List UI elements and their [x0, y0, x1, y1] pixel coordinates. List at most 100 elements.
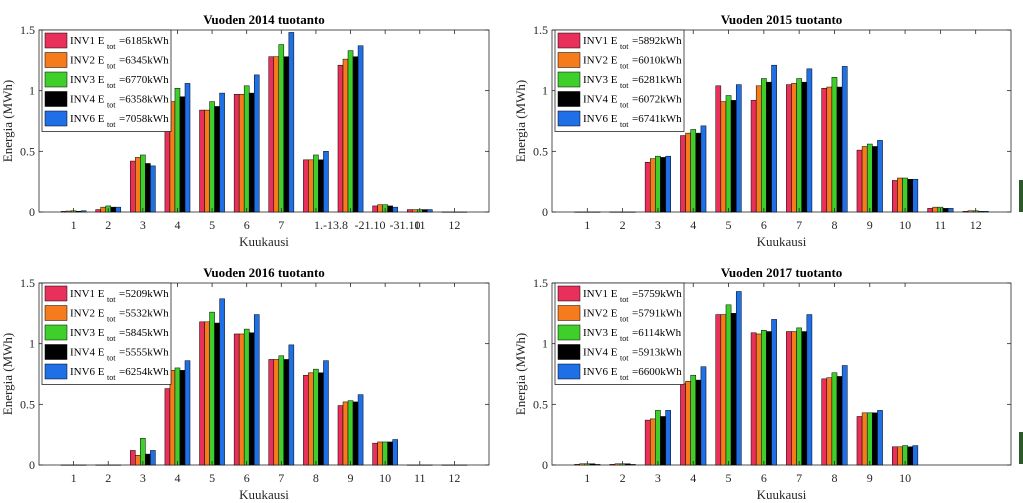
bar-inv4: [145, 453, 151, 466]
bar-inv6: [288, 32, 295, 213]
y-axis-label: Energia (MWh): [0, 80, 15, 162]
bar-inv6: [253, 314, 260, 466]
bar-inv1: [268, 56, 275, 213]
bar-inv2: [932, 206, 939, 213]
legend-subscript: tot: [620, 42, 629, 51]
legend-swatch-inv2: [557, 52, 581, 68]
bar-inv3: [347, 50, 354, 213]
x-tick-label: 11: [414, 218, 426, 232]
bar-inv2: [685, 381, 691, 466]
bar-inv2: [377, 441, 383, 466]
legend-label: INV6 E: [70, 113, 105, 125]
bar-inv2: [826, 86, 833, 213]
legend-subscript: tot: [620, 295, 629, 304]
bar-inv3: [796, 78, 802, 213]
bar-inv6: [184, 83, 191, 213]
bar-inv3: [655, 155, 661, 213]
legend-subscript: tot: [107, 120, 116, 129]
y-tick-label: 0.5: [533, 397, 548, 411]
x-tick-label: 5: [209, 471, 215, 485]
bar-inv1: [130, 160, 136, 213]
x-tick-label: 8: [831, 218, 837, 232]
legend-swatch-inv4: [557, 91, 581, 107]
legend-swatch-inv6: [557, 363, 581, 380]
bar-inv1: [233, 333, 240, 466]
bar-inv3: [725, 95, 732, 213]
x-tick-label: 12: [448, 218, 460, 232]
bar-inv4: [801, 331, 808, 466]
bar-inv1: [95, 209, 101, 213]
bar-inv4: [836, 376, 843, 466]
y-axis-label: Energia (MWh): [513, 80, 528, 162]
x-tick-label: 4: [690, 218, 696, 232]
bar-inv1: [268, 359, 275, 466]
legend-swatch-inv3: [44, 324, 68, 341]
legend-subscript: tot: [107, 315, 116, 324]
legend-subscript: tot: [107, 354, 116, 363]
y-tick-label: 1.5: [20, 23, 35, 37]
bar-inv1: [821, 378, 828, 466]
bar-inv4: [179, 370, 186, 466]
bar-inv4: [248, 92, 255, 213]
chart-title: Vuoden 2017 tuotanto: [721, 265, 843, 280]
legend-subscript: tot: [620, 354, 629, 363]
bar-inv2: [649, 158, 656, 213]
chart-title: Vuoden 2016 tuotanto: [203, 265, 325, 280]
legend-swatch-inv2: [44, 305, 68, 321]
bar-inv6: [771, 319, 777, 466]
legend-swatch-inv2: [557, 305, 581, 321]
bar-inv2: [204, 321, 210, 466]
legend-subscript: tot: [620, 315, 629, 324]
legend-label: INV3 E: [583, 74, 618, 86]
bar-inv4: [695, 379, 702, 466]
bar-inv1: [680, 383, 686, 466]
bar-inv6: [841, 66, 848, 213]
x-tick-label: 10: [899, 471, 911, 485]
x-tick-label: 11: [414, 471, 426, 485]
bar-inv6: [253, 74, 260, 213]
y-tick-label: 0.5: [533, 144, 548, 158]
x-tick-label: 2: [620, 218, 626, 232]
bar-inv3: [690, 374, 697, 466]
x-tick-label: 4: [174, 471, 180, 485]
bar-inv1: [609, 464, 616, 466]
bar-inv4: [872, 412, 878, 466]
legend-label: INV3 E: [70, 327, 105, 339]
bar-inv1: [715, 314, 722, 466]
legend-swatch-inv1: [44, 32, 68, 49]
x-tick-label: 3: [140, 471, 146, 485]
legend-swatch-inv6: [44, 363, 68, 380]
legend-subscript: tot: [620, 101, 629, 110]
bar-inv1: [750, 332, 757, 466]
legend-swatch-inv1: [557, 32, 581, 49]
legend-label: INV1 E: [70, 288, 105, 300]
bar-inv6: [806, 68, 813, 213]
legend-swatch-inv1: [44, 285, 68, 302]
bar-inv3: [761, 78, 767, 213]
legend-swatch-inv3: [557, 71, 581, 88]
legend-total: =7058kWh: [119, 113, 169, 125]
bar-inv4: [110, 206, 117, 213]
legend-swatch-inv3: [557, 324, 581, 341]
legend-total: =6185kWh: [119, 35, 169, 47]
x-tick-label: 2: [620, 471, 626, 485]
bar-inv6: [841, 365, 848, 466]
y-tick-label: 0: [29, 458, 35, 472]
bar-inv2: [861, 412, 868, 466]
bar-inv6: [184, 360, 191, 466]
bar-inv6: [877, 410, 883, 466]
bar-inv2: [720, 101, 727, 213]
x-tick-label: 1: [71, 218, 77, 232]
bar-inv2: [342, 401, 349, 466]
bar-inv4: [318, 159, 324, 213]
y-tick-label: 1: [542, 337, 548, 351]
bar-inv2: [685, 132, 691, 213]
bar-inv6: [700, 125, 707, 213]
bar-inv4: [766, 81, 772, 213]
bar-inv2: [826, 377, 833, 466]
x-tick-label: 6: [761, 218, 767, 232]
bar-inv3: [313, 368, 319, 466]
x-tick-label: 6: [244, 471, 250, 485]
bar-inv6: [150, 165, 156, 213]
y-tick-label: 0: [542, 205, 548, 219]
